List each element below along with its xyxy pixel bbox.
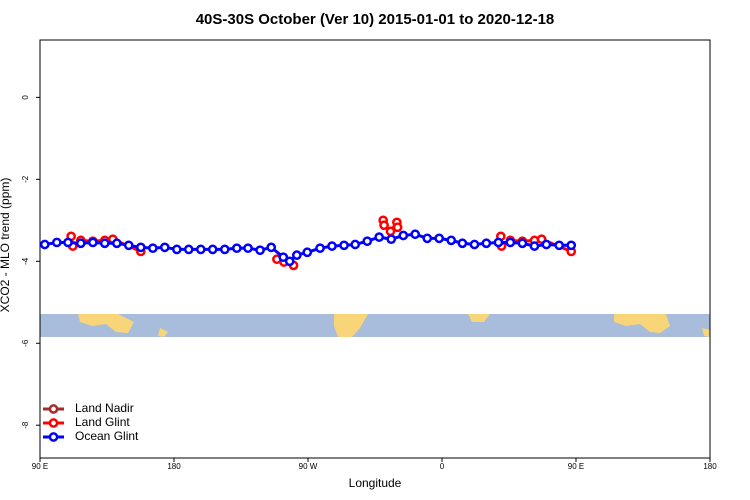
data-point [183,244,194,255]
data-point [339,240,349,251]
data-point [541,239,552,250]
data-point [315,243,325,254]
data-point [493,237,504,248]
legend-label: Ocean Glint [75,429,139,443]
data-point [219,244,230,255]
y-tick-label: -6 [21,339,30,347]
x-axis-label: Longitude [349,476,402,490]
data-point [386,234,397,245]
land-shape [78,314,134,333]
data-point [99,238,110,249]
data-point [63,237,73,248]
data-point [374,232,385,242]
y-tick-label: -8 [21,421,30,429]
land-shape [158,328,168,337]
y-tick-label: 0 [21,95,30,100]
data-point [434,233,445,244]
y-tick-label: -4 [21,257,30,265]
data-point [207,244,218,255]
land-shape [468,314,490,322]
series-line [44,232,572,264]
data-point [398,230,409,241]
data-point [517,238,528,249]
data-point [123,240,134,251]
data-point [148,243,158,254]
data-point [171,244,182,255]
chart-title: 40S-30S October (Ver 10) 2015-01-01 to 2… [196,11,555,28]
data-point [243,243,253,254]
data-point [51,237,62,248]
data-point [385,226,396,237]
data-point [88,237,98,248]
data-point [481,238,492,249]
data-point [457,238,468,249]
data-point [469,239,480,250]
data-point [39,239,50,250]
data-point [566,240,577,251]
legend-label: Land Nadir [75,401,134,415]
data-point [362,236,373,247]
x-tick-label: 90 W [299,462,318,471]
data-point [255,245,265,256]
data-point [327,241,337,251]
data-point [410,229,421,240]
ocean-band [40,314,710,337]
x-tick-label: 0 [440,462,445,471]
data-point [291,250,302,260]
x-tick-label: 90 E [32,462,48,471]
data-point [278,252,289,263]
y-tick-label: -2 [21,175,30,183]
data-point [266,242,277,253]
legend-label: Land Glint [75,415,130,429]
data-point [422,233,433,244]
data-point [135,242,146,253]
map-strip [40,314,710,337]
x-tick-label: 180 [167,462,181,471]
data-point [392,222,403,233]
legend-marker [48,432,59,442]
data-point [505,237,516,248]
data-point [231,243,242,254]
x-tick-label: 90 E [568,462,584,471]
land-shape [614,314,670,333]
data-point [529,241,540,251]
plot-frame [39,39,711,459]
data-point [446,235,457,246]
legend-marker [48,404,59,414]
data-point [111,238,122,249]
data-point [554,240,565,251]
land-shape [702,328,710,337]
legend-marker [48,418,59,428]
data-point [195,244,206,255]
x-tick-label: 180 [703,462,717,471]
data-point [159,242,170,253]
data-point [350,239,361,250]
data-point [379,220,389,231]
y-axis-label: XCO2 - MLO trend (ppm) [0,178,12,313]
data-point [284,256,295,267]
data-point [75,238,86,249]
land-shape [334,314,368,337]
data-point [302,247,313,258]
